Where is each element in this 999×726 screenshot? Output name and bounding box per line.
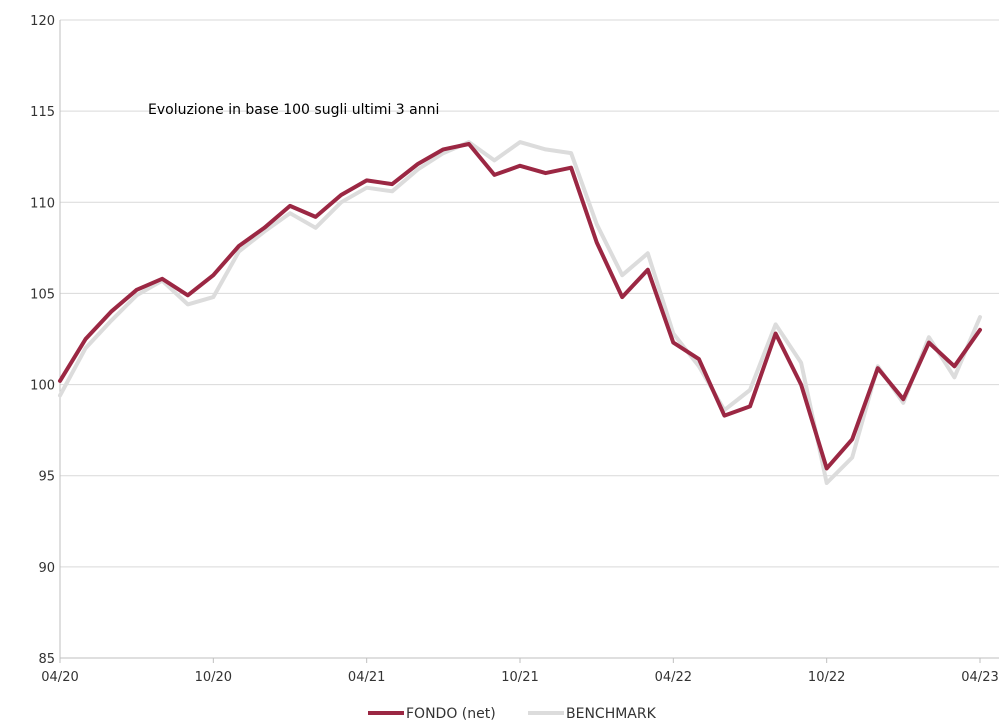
x-tick-label-5: 10/22 [808,670,845,685]
y-tick-label-6: 115 [30,105,55,120]
legend-label-1: BENCHMARK [566,706,657,722]
x-tick-label-0: 04/20 [41,670,78,685]
x-tick-label-4: 04/22 [655,670,692,685]
y-axis-ticks: 85 90 95 100 105 110 115 120 [30,14,55,667]
series-line-0 [58,142,982,471]
series-layer [58,140,982,485]
y-tick-label-7: 120 [30,14,55,29]
legend-label-0: FONDO (net) [406,706,496,722]
y-tick-label-3: 100 [30,379,55,394]
y-tick-label-0: 85 [38,652,55,667]
series-line-1 [58,140,982,485]
x-axis-ticks: 04/20 10/20 04/21 10/21 04/22 10/22 04/23 [41,670,998,685]
chart-title: Evoluzione in base 100 sugli ultimi 3 an… [148,102,439,118]
y-tick-label-2: 95 [38,470,55,485]
axes [59,20,999,663]
y-tick-label-4: 105 [30,287,55,302]
x-tick-label-6: 04/23 [961,670,998,685]
legend: FONDO (net) BENCHMARK [368,706,657,722]
x-tick-label-1: 10/20 [195,670,232,685]
y-tick-label-5: 110 [30,196,55,211]
x-tick-label-2: 04/21 [348,670,385,685]
y-tick-label-1: 90 [38,561,55,576]
x-tick-label-3: 10/21 [501,670,538,685]
